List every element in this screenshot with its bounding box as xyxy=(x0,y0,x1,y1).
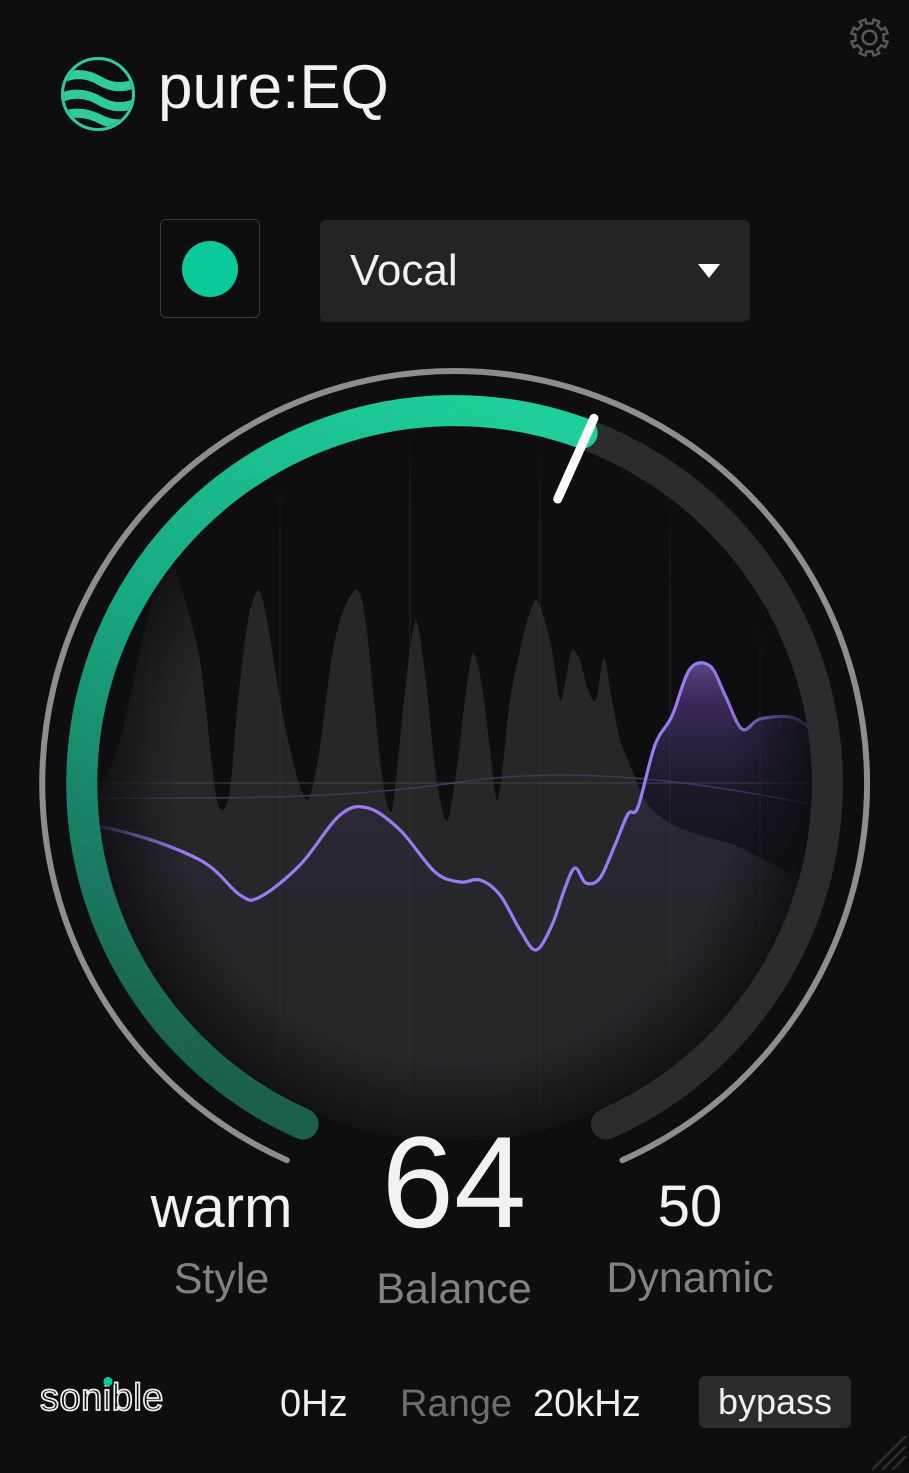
svg-text:sonible: sonible xyxy=(40,1377,164,1419)
